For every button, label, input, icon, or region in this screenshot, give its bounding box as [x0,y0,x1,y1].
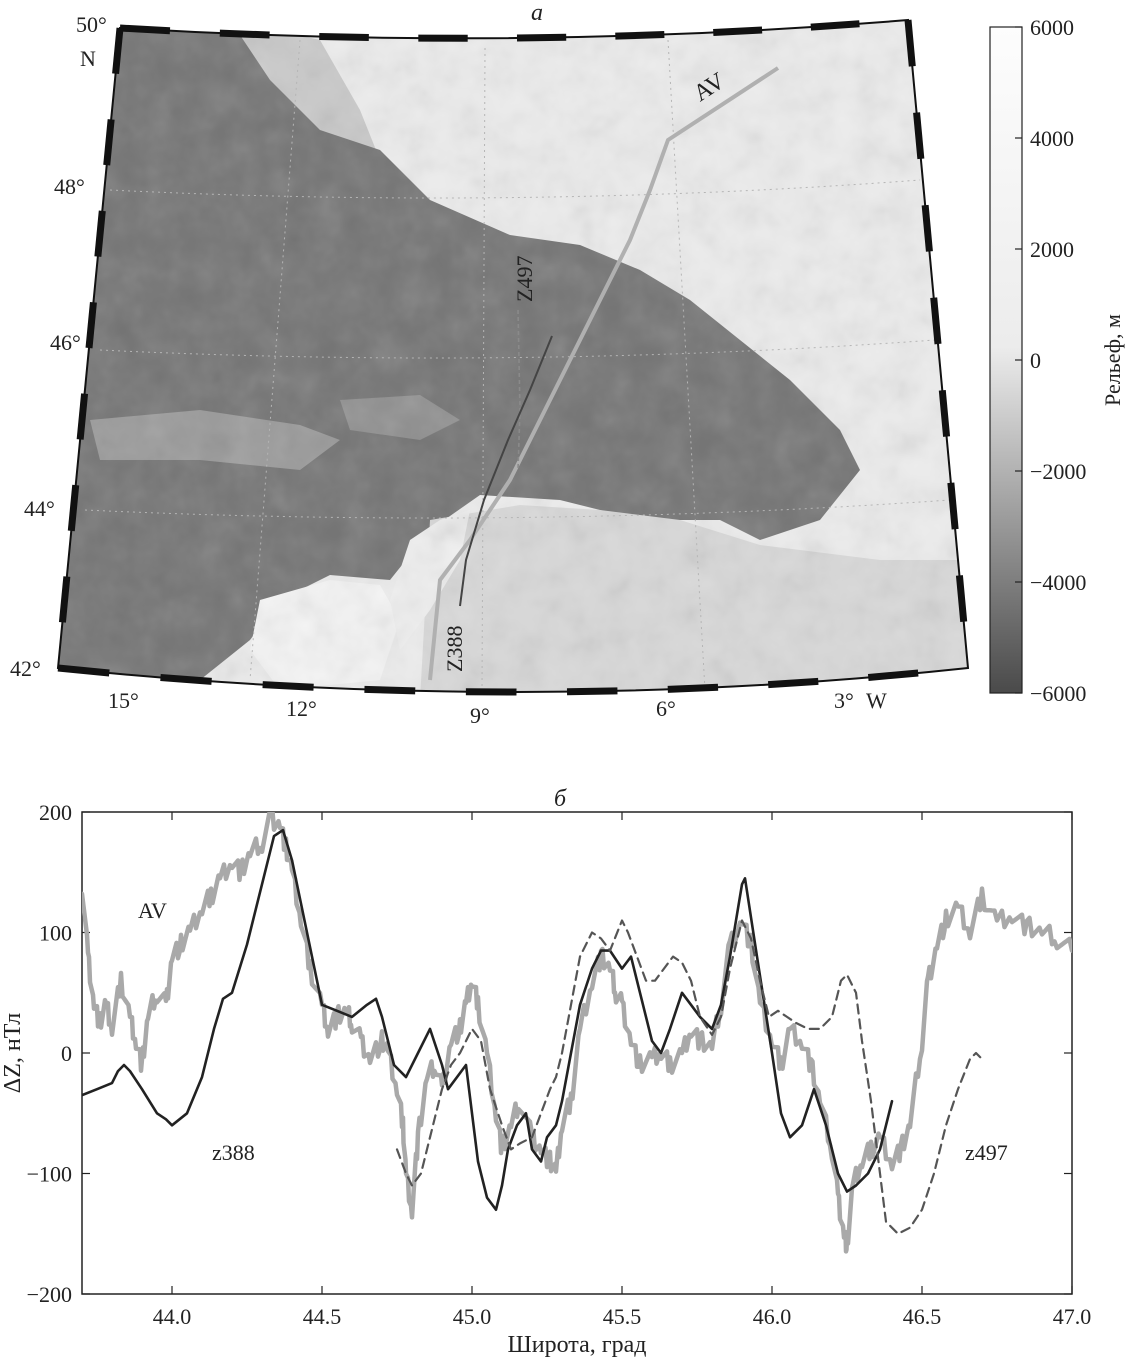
frame-tick-1-0 [904,19,916,67]
colorbar-tick-label: 6000 [1030,15,1074,40]
series-annotation-z497: z497 [965,1140,1008,1165]
frame-tick-3-2 [103,119,115,166]
colorbar-ticks: 6000 4000 2000 0 −2000 −4000 −6000 [1015,15,1086,706]
x-tick-label: 46.0 [753,1304,792,1329]
frame-tick-2-0 [57,664,110,677]
y-tick-label: 0 [61,1041,72,1066]
lon-label-6: 6° [656,696,676,721]
frame-tick-0-14 [810,20,860,31]
frame-tick-0-0 [119,24,171,35]
y-tick-label: −100 [27,1162,72,1187]
line-chart: б 44.0 44.5 45.0 45.5 46.0 46.5 47.0 200 100 0 −10… [0,786,1091,1358]
frame-tick-2-10 [566,687,618,696]
map-frame-ticks [57,19,968,696]
map-graticule [84,39,951,691]
frame-tick-3-6 [85,301,97,349]
y-axis-label: ΔZ, нТл [0,1013,26,1093]
frame-tick-2-14 [767,677,819,689]
lat-label-48: 48° [54,174,85,199]
frame-tick-0-8 [516,33,567,42]
x-axis-label: Широта, град [508,1332,647,1358]
track-z388-line [459,335,553,607]
frame-tick-1-10 [947,482,959,530]
series-line-z388 [82,828,894,1211]
frame-tick-0-12 [713,26,763,36]
lat-label-46: 46° [50,330,81,355]
lat-label-44: 44° [24,496,55,521]
lon-label-3: 3° [834,688,854,713]
colorbar-tick-label: −6000 [1030,681,1086,706]
lat-hemisphere-n: N [80,46,96,71]
map-panel: а AV Z497 Z38 [10,0,1125,728]
frame-tick-2-2 [160,673,212,685]
relief-map [58,20,968,692]
lon-hemisphere-w: W [866,688,887,713]
frame-tick-1-12 [955,575,968,623]
y-tick-label: −200 [27,1282,72,1307]
x-tick-label: 47.0 [1053,1304,1092,1329]
x-tick-label: 45.0 [453,1304,492,1329]
colorbar-tick-label: 4000 [1030,126,1074,151]
x-tick-label: 44.5 [303,1304,342,1329]
frame-tick-1-8 [938,389,951,437]
frame-tick-0-4 [319,33,369,42]
frame-tick-2-16 [867,669,919,681]
frame-tick-1-6 [930,297,942,345]
frame-tick-2-12 [667,683,719,693]
y-tick-label: 100 [39,921,72,946]
frame-tick-3-0 [112,27,124,75]
y-tick-label: 200 [39,800,72,825]
x-tick-label: 45.5 [603,1304,642,1329]
map-frame [56,18,970,693]
series-annotation-av: AV [138,898,167,923]
axis-ticks: 44.0 44.5 45.0 45.5 46.0 46.5 47.0 200 100 0 −100 −… [27,800,1092,1329]
series-line-z497 [395,919,984,1235]
track-label-z388: Z388 [442,626,467,672]
track-label-z497: Z497 [512,256,537,302]
frame-tick-3-12 [58,576,71,623]
colorbar-tick-label: −4000 [1030,570,1086,595]
frame-tick-1-4 [921,204,933,252]
lon-label-15: 15° [108,688,139,713]
frame-tick-0-10 [615,31,665,40]
frame-tick-2-6 [364,685,416,695]
series-annotation-z388: z388 [212,1140,255,1165]
colorbar-tick-label: 2000 [1030,237,1074,262]
panel-label-a: а [531,0,543,26]
lon-label-9: 9° [470,703,490,728]
frame-tick-3-10 [67,484,80,532]
colorbar-label: Рельеф, м [1100,314,1125,406]
lon-label-12: 12° [286,696,317,721]
frame-tick-2-4 [262,681,314,691]
colorbar-tick-label: 0 [1030,348,1041,373]
relief-texture [58,20,968,692]
series-layer [82,812,1072,1254]
frame-tick-1-2 [913,112,925,160]
lat-label-42: 42° [10,656,41,681]
colorbar: 6000 4000 2000 0 −2000 −4000 −6000 Рельеф, м [989,15,1125,706]
frame-tick-3-8 [76,393,89,440]
track-av-line [428,66,780,681]
colorbar-tick-label: −2000 [1030,459,1086,484]
panel-label-b: б [554,786,567,812]
x-tick-label: 46.5 [903,1304,942,1329]
frame-tick-3-4 [94,210,106,257]
frame-tick-0-2 [219,29,270,39]
x-tick-label: 44.0 [153,1304,192,1329]
lat-label-50: 50° [76,12,107,37]
